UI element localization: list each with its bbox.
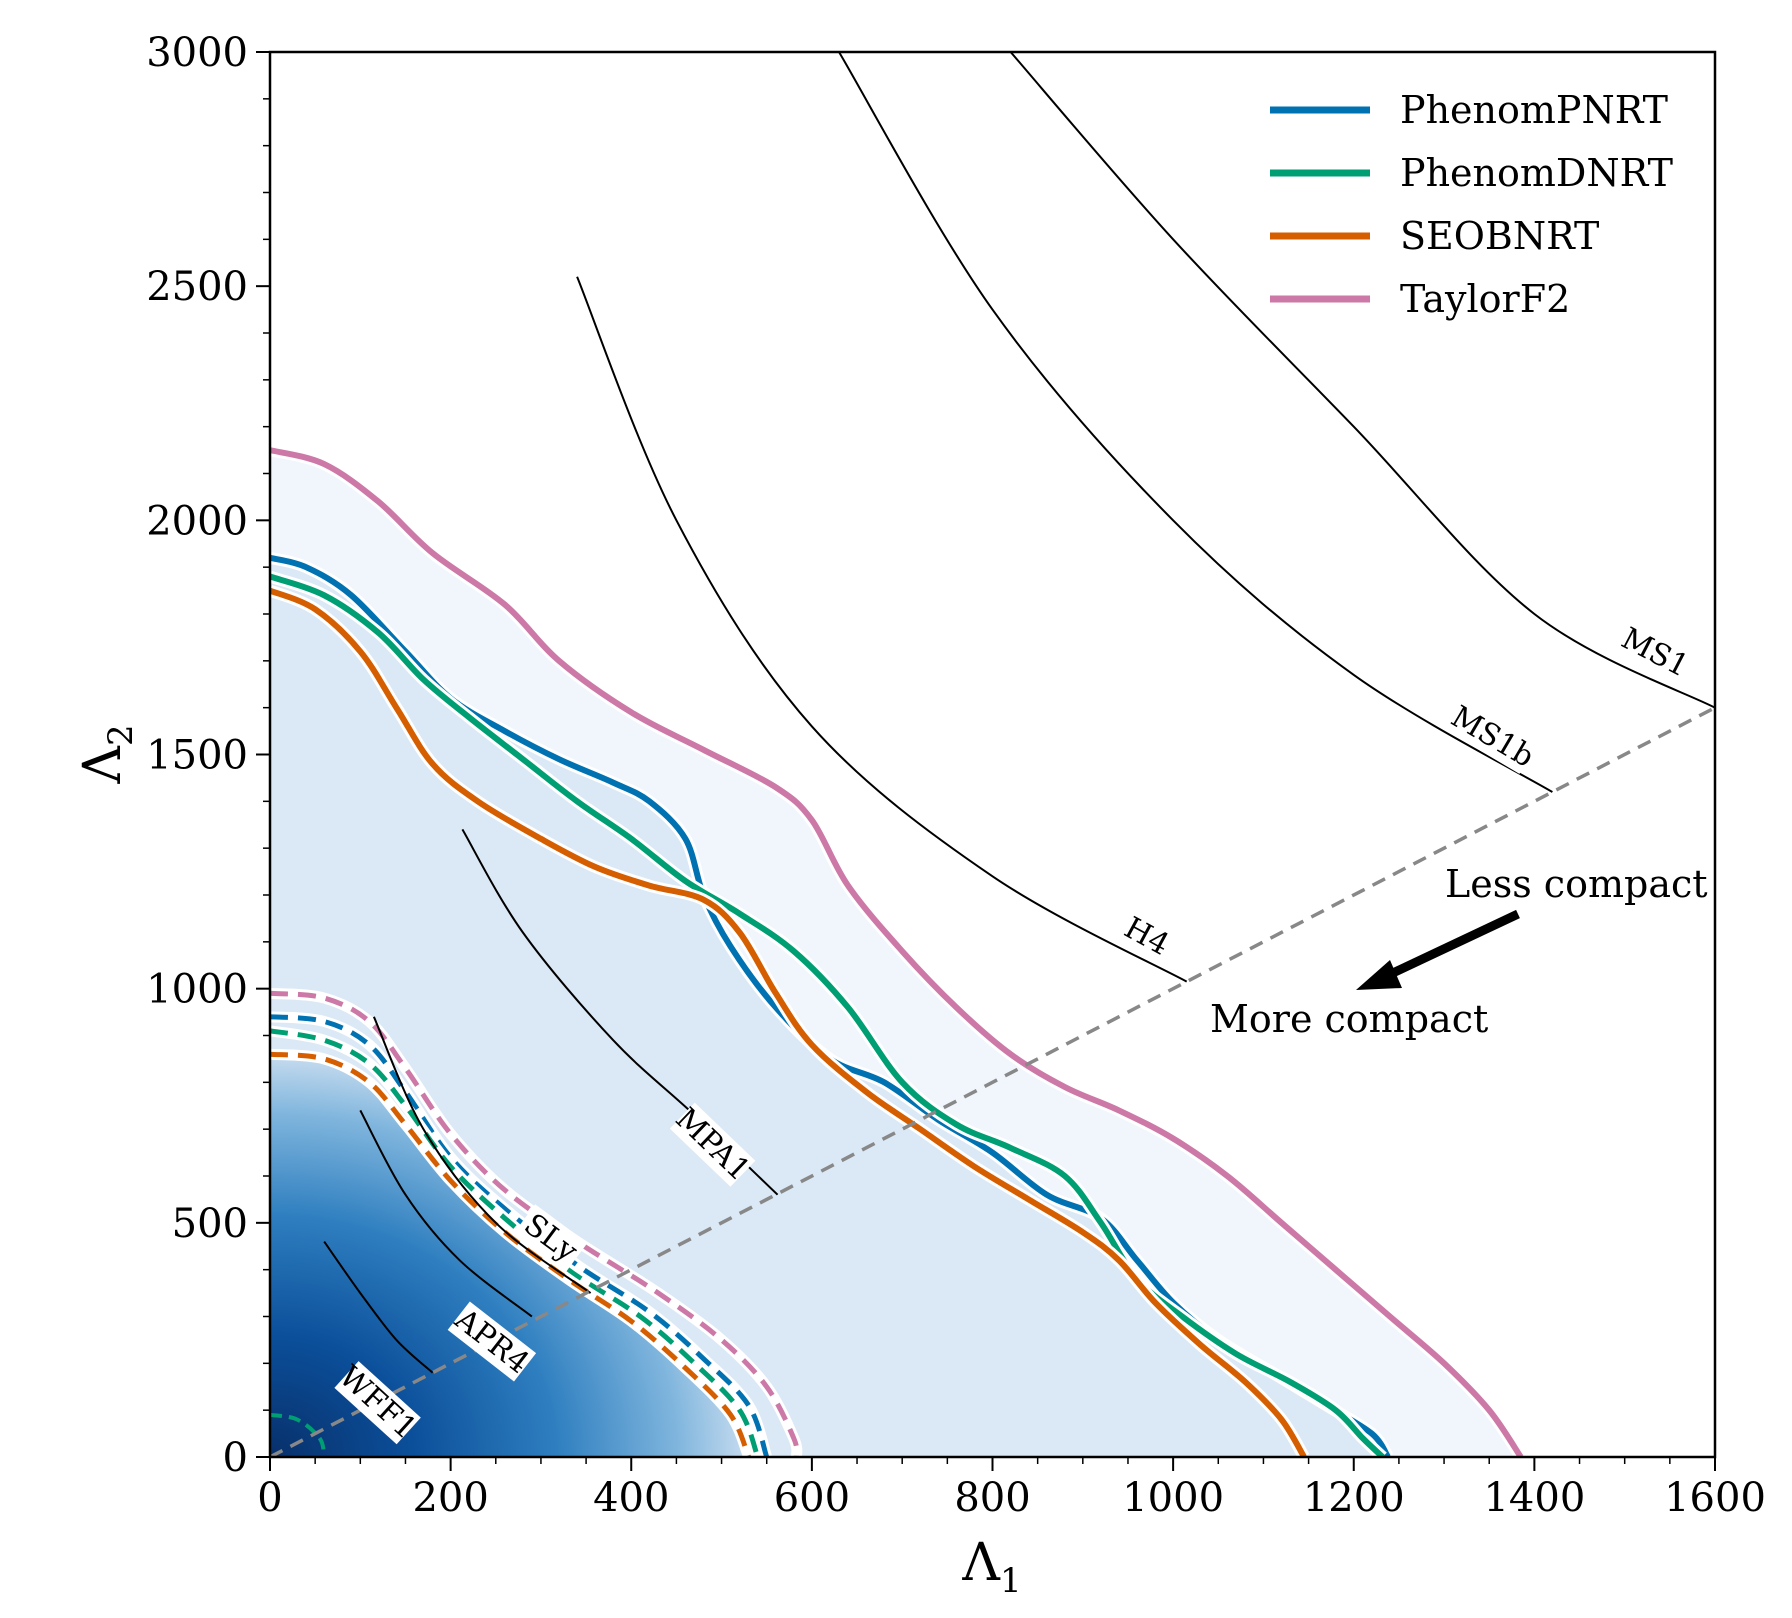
y-tick-label-0: 0 bbox=[223, 1435, 248, 1481]
posterior-density bbox=[270, 450, 1521, 1457]
svg-text:Λ2: Λ2 bbox=[73, 724, 141, 784]
eos-label-text-ms1b: MS1b bbox=[1445, 699, 1540, 775]
eos-label-h4: H4 bbox=[1117, 909, 1176, 964]
eos-label-bg-apr4 bbox=[447, 1301, 537, 1382]
eos-curve-sly bbox=[372, 1016, 592, 1294]
y-axis-label-subscript: 2 bbox=[101, 724, 141, 746]
eos-curve-apr4 bbox=[359, 1109, 533, 1318]
x-tick-label-400: 400 bbox=[593, 1475, 669, 1521]
eos-label-bg-ms1b bbox=[1447, 700, 1538, 774]
axis-ticks: 0 200 400 600 800 1000 1200 1400 1600 0 500 1000 150… bbox=[146, 30, 1766, 1521]
contour-50-phenomdnrt bbox=[270, 1028, 761, 1457]
x-axis-label-subscript: 1 bbox=[1000, 1561, 1022, 1601]
density-core bbox=[270, 1054, 749, 1457]
eos-curve-ms1b bbox=[838, 52, 1553, 793]
contour-90-seobnrt bbox=[270, 587, 1307, 1457]
y-axis-label: Λ bbox=[73, 745, 133, 785]
eos-label-bg-mpa1 bbox=[669, 1102, 756, 1187]
contour-90-taylorf2 bbox=[270, 447, 1524, 1457]
eos-label-bg-h4 bbox=[1117, 909, 1176, 964]
x-axis-title: Λ1 bbox=[961, 1533, 1021, 1601]
contour-small-phenomdnrt bbox=[270, 1412, 327, 1457]
eos-label-text-ms1: MS1 bbox=[1616, 621, 1695, 684]
legend: PhenomPNRT PhenomDNRT SEOBNRT TaylorF2 bbox=[1270, 88, 1673, 321]
x-tick-label-200: 200 bbox=[412, 1475, 488, 1521]
legend-label-taylorf2: TaylorF2 bbox=[1400, 277, 1570, 321]
eos-label-bg-sly bbox=[513, 1204, 588, 1272]
eos-curve-wff1 bbox=[323, 1241, 434, 1374]
y-tick-label-500: 500 bbox=[172, 1201, 248, 1247]
y-tick-label-3000: 3000 bbox=[146, 30, 248, 76]
x-tick-label-1200: 1200 bbox=[1303, 1475, 1405, 1521]
eos-curve-ms1 bbox=[1009, 52, 1715, 709]
less-compact-label: Less compact bbox=[1445, 862, 1708, 906]
eos-label-bg-wff1 bbox=[334, 1361, 421, 1445]
compactness-annotation: Less compact More compact bbox=[1210, 862, 1708, 1041]
y-tick-label-2500: 2500 bbox=[146, 264, 248, 310]
x-tick-label-1600: 1600 bbox=[1664, 1475, 1766, 1521]
contour-50-phenompnrt bbox=[270, 1014, 770, 1457]
legend-label-phenompnrt: PhenomPNRT bbox=[1400, 88, 1668, 132]
credible-contours bbox=[270, 444, 1526, 1457]
more-compact-label: More compact bbox=[1210, 997, 1488, 1041]
eos-label-text-h4: H4 bbox=[1118, 910, 1174, 962]
x-tick-label-0: 0 bbox=[257, 1475, 282, 1521]
diagonal-line bbox=[270, 706, 1715, 1457]
eos-label-bg-ms1 bbox=[1617, 621, 1693, 684]
x-tick-label-600: 600 bbox=[774, 1475, 850, 1521]
y-tick-label-2000: 2000 bbox=[146, 498, 248, 544]
compact-arrow-shaft bbox=[1376, 909, 1520, 985]
x-tick-label-1000: 1000 bbox=[1122, 1475, 1224, 1521]
x-tick-label-1400: 1400 bbox=[1483, 1475, 1585, 1521]
x-tick-label-800: 800 bbox=[954, 1475, 1030, 1521]
y-axis-title: Λ2 bbox=[73, 724, 141, 784]
y-tick-label-1000: 1000 bbox=[146, 967, 248, 1013]
equal-lambda-line bbox=[270, 706, 1715, 1457]
eos-label-ms1b: MS1b bbox=[1445, 699, 1540, 775]
legend-label-phenomdnrt: PhenomDNRT bbox=[1400, 151, 1673, 195]
legend-label-seobnrt: SEOBNRT bbox=[1400, 214, 1599, 258]
eos-curve-h4 bbox=[576, 276, 1188, 983]
svg-text:Λ1: Λ1 bbox=[961, 1533, 1021, 1601]
contour-90-phenomdnrt bbox=[270, 573, 1385, 1457]
y-tick-label-1500: 1500 bbox=[146, 733, 248, 779]
x-axis-label: Λ bbox=[961, 1533, 1001, 1593]
eos-label-ms1: MS1 bbox=[1616, 621, 1695, 684]
compact-arrow-head bbox=[1356, 960, 1402, 990]
